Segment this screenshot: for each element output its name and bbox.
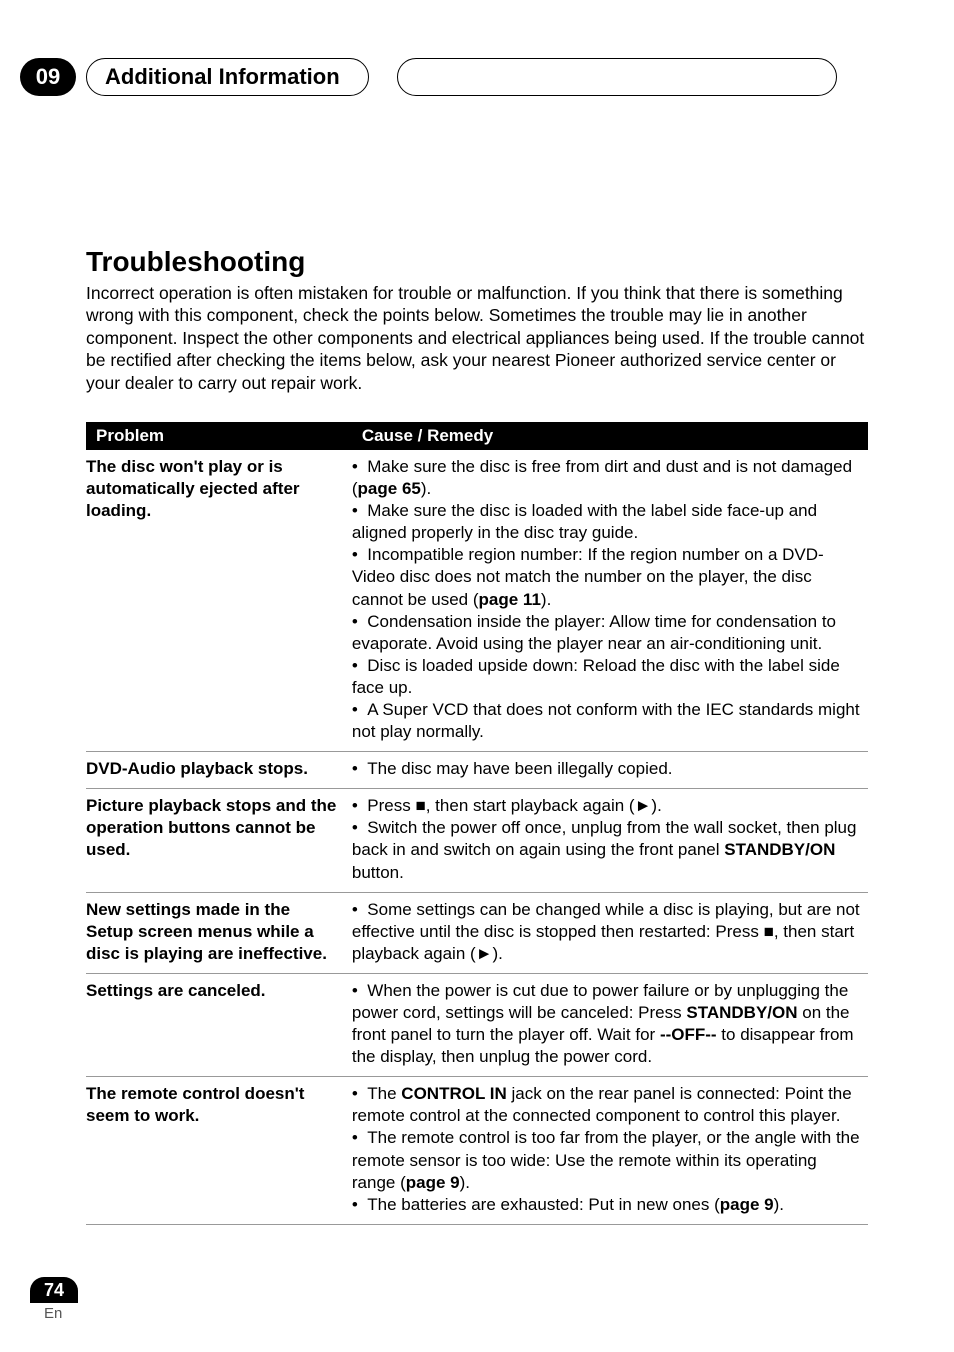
header-tail-pill — [397, 58, 837, 96]
remedy-cell: • Press ■, then start playback again (►)… — [352, 789, 868, 892]
problem-cell: The remote control doesn't seem to work. — [86, 1077, 352, 1225]
table-row: The remote control doesn't seem to work.… — [86, 1077, 868, 1225]
chapter-header: 09 Additional Information — [0, 0, 954, 96]
remedy-cell: • When the power is cut due to power fai… — [352, 973, 868, 1076]
table-row: DVD-Audio playback stops.• The disc may … — [86, 752, 868, 789]
chapter-title-pill: Additional Information — [86, 58, 369, 96]
table-row: New settings made in the Setup screen me… — [86, 892, 868, 973]
table-row: The disc won't play or is automatically … — [86, 450, 868, 752]
table-row: Picture playback stops and the operation… — [86, 789, 868, 892]
section-title: Troubleshooting — [86, 246, 868, 278]
remedy-cell: • Make sure the disc is free from dirt a… — [352, 450, 868, 752]
troubleshooting-table: Problem Cause / Remedy The disc won't pl… — [86, 422, 868, 1225]
table-header-problem: Problem — [86, 422, 352, 450]
remedy-cell: • Some settings can be changed while a d… — [352, 892, 868, 973]
problem-cell: Settings are canceled. — [86, 973, 352, 1076]
problem-cell: New settings made in the Setup screen me… — [86, 892, 352, 973]
intro-paragraph: Incorrect operation is often mistaken fo… — [86, 282, 868, 394]
chapter-title: Additional Information — [105, 64, 340, 90]
problem-cell: The disc won't play or is automatically … — [86, 450, 352, 752]
remedy-cell: • The disc may have been illegally copie… — [352, 752, 868, 789]
problem-cell: Picture playback stops and the operation… — [86, 789, 352, 892]
table-body: The disc won't play or is automatically … — [86, 450, 868, 1224]
remedy-cell: • The CONTROL IN jack on the rear panel … — [352, 1077, 868, 1225]
chapter-number-badge: 09 — [20, 58, 76, 96]
problem-cell: DVD-Audio playback stops. — [86, 752, 352, 789]
page-number-badge: 74 — [30, 1277, 78, 1303]
table-header-remedy: Cause / Remedy — [352, 422, 868, 450]
table-row: Settings are canceled.• When the power i… — [86, 973, 868, 1076]
language-code: En — [30, 1303, 78, 1322]
page-footer: 74 En — [30, 1277, 78, 1322]
page-content: Troubleshooting Incorrect operation is o… — [0, 96, 954, 1225]
